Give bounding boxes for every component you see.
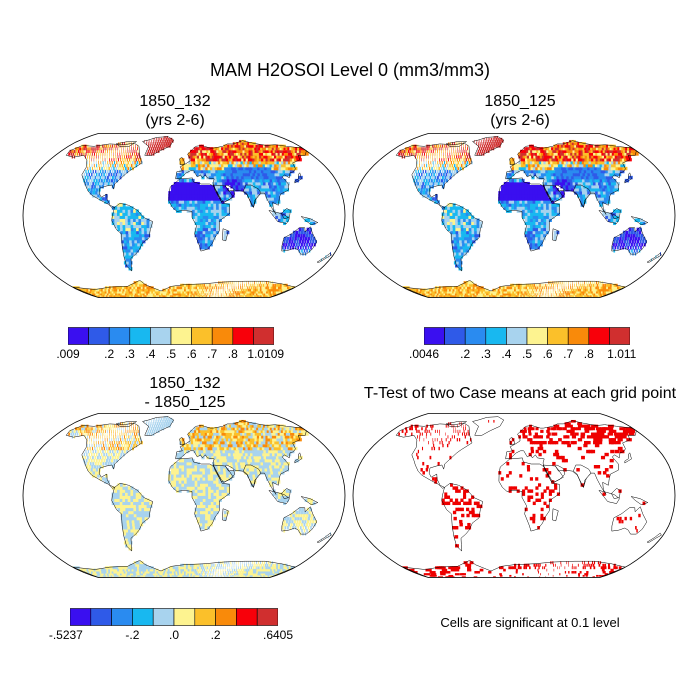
colorbar-swatch (567, 327, 590, 345)
coastlines (65, 136, 332, 298)
colorbar-swatch (253, 327, 274, 345)
colorbar-label: 1.0109 (247, 347, 285, 361)
coastlines (395, 136, 662, 298)
colorbar-swatch (108, 327, 131, 345)
colorbar-case1 (68, 327, 274, 345)
colorbar-label: .4 (501, 347, 512, 361)
globe-outline (22, 133, 346, 298)
map-case1 (22, 133, 346, 298)
colorbar-label: .3 (124, 347, 135, 361)
map-grid-cells (398, 136, 661, 298)
panel-title-difference-line2: - 1850_125 (144, 394, 226, 411)
panel-title-difference-line1: 1850_132 (149, 375, 221, 392)
colorbar-swatch (464, 327, 487, 345)
colorbar-swatch (129, 327, 151, 345)
colorbar-label: .2 (460, 347, 471, 361)
colorbar-label: -.2 (125, 628, 140, 642)
colorbar-label: -.5237 (48, 628, 83, 642)
colorbar-swatch (232, 327, 254, 345)
panel-title-case2: 1850_125 (yrs 2-6) (420, 92, 620, 130)
coastlines (65, 416, 332, 578)
map-ttest (352, 413, 676, 578)
panel-title-case2-line2: (yrs 2-6) (490, 112, 550, 129)
colorbar-swatch (547, 327, 569, 345)
coastlines (395, 416, 662, 578)
globe-outline (22, 413, 346, 578)
map-case2 (352, 133, 676, 298)
colorbar-labels-difference: -.5237 -.2 .0 .2 .6405 (49, 628, 293, 644)
colorbar-swatch (526, 327, 548, 345)
panel-title-case2-line1: 1850_125 (484, 93, 556, 110)
colorbar-label: .7 (207, 347, 218, 361)
colorbar-swatch (191, 327, 213, 345)
colorbar-label: .009 (56, 347, 80, 361)
colorbar-swatch (256, 608, 278, 626)
colorbar-label: .8 (227, 347, 238, 361)
panel-title-case1: 1850_132 (yrs 2-6) (75, 92, 275, 130)
colorbar-label: .2 (104, 347, 115, 361)
colorbar-swatch (173, 608, 196, 626)
panel-title-ttest: T-Test of two Case means at each grid po… (363, 385, 677, 402)
colorbar-swatch (506, 327, 528, 345)
map-grid-cells (68, 136, 331, 298)
colorbar-difference (70, 608, 278, 626)
page-title: MAM H2OSOI Level 0 (mm3/mm3) (209, 60, 491, 80)
colorbar-label: .3 (480, 347, 491, 361)
colorbar-labels-case2: .0046 .2 .3 .4 .5 .6 .7 .8 1.011 (409, 347, 636, 363)
colorbar-swatch (194, 608, 216, 626)
colorbar-swatch (444, 327, 466, 345)
colorbar-swatch (485, 327, 507, 345)
colorbar-swatch (170, 327, 192, 345)
globe-outline (352, 133, 676, 298)
colorbar-labels-case1: .009 .2 .3 .4 .5 .6 .7 .8 1.0109 (56, 347, 284, 363)
colorbar-swatch (132, 608, 154, 626)
colorbar-swatch (152, 608, 175, 626)
significance-note: Cells are significant at 0.1 level (440, 615, 620, 630)
colorbar-swatch (215, 608, 237, 626)
map-grid-cells (398, 419, 646, 578)
panel-title-difference: 1850_132 - 1850_125 (85, 374, 285, 412)
colorbar-label: .6 (186, 347, 197, 361)
colorbar-swatch (88, 327, 110, 345)
colorbar-swatch (588, 327, 610, 345)
globe-outline (352, 413, 676, 578)
colorbar-label: .5 (165, 347, 177, 361)
colorbar-label: .7 (563, 347, 574, 361)
colorbar-swatch (111, 608, 133, 626)
panel-title-case1-line1: 1850_132 (139, 93, 211, 110)
colorbar-label: .0046 (408, 347, 440, 361)
colorbar-label: .8 (583, 347, 594, 361)
colorbar-label: .6 (542, 347, 553, 361)
map-grid-cells (68, 416, 331, 578)
colorbar-swatch (236, 608, 258, 626)
colorbar-case2 (424, 327, 630, 345)
colorbar-swatch (90, 608, 112, 626)
map-difference (22, 413, 346, 578)
colorbar-label: .0 (168, 628, 180, 642)
colorbar-label: 1.011 (607, 347, 637, 361)
colorbar-swatch (150, 327, 172, 345)
colorbar-label: .4 (145, 347, 156, 361)
panel-title-case1-line2: (yrs 2-6) (145, 112, 205, 129)
colorbar-label: .6405 (262, 628, 294, 642)
colorbar-label: .5 (521, 347, 533, 361)
colorbar-label: .2 (210, 628, 221, 642)
colorbar-swatch (424, 327, 445, 345)
colorbar-swatch (211, 327, 234, 345)
colorbar-swatch (70, 608, 92, 626)
colorbar-swatch (609, 327, 630, 345)
colorbar-swatch (68, 327, 89, 345)
